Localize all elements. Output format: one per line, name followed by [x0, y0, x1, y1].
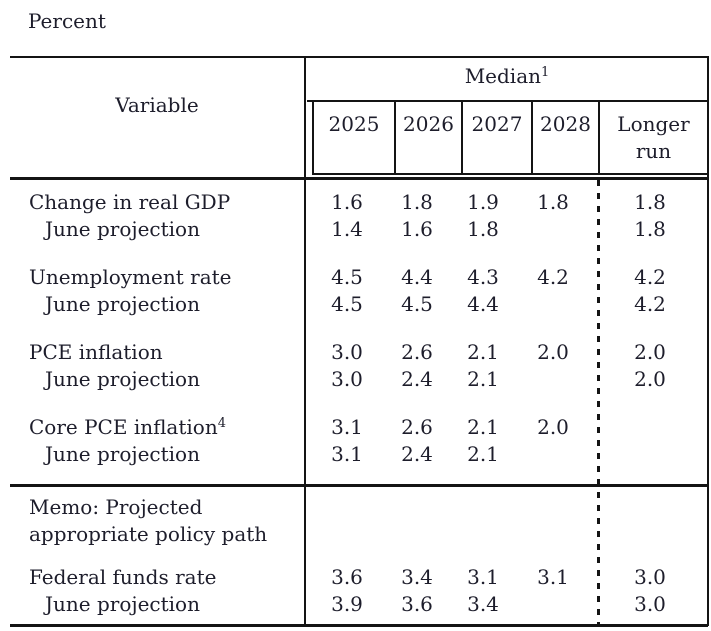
year-divider-2025-2026	[394, 100, 396, 175]
cell-2028: 2.0	[537, 340, 569, 364]
variable-column-divider	[304, 56, 306, 626]
year-divider-2028-longer-run	[598, 100, 600, 175]
year-divider-2027-2028	[531, 100, 533, 175]
cell-longer-run: 3.0	[634, 592, 666, 616]
median-header-label: Median	[464, 64, 542, 88]
cell-2026: 1.8	[401, 190, 433, 214]
table-top-border	[10, 56, 708, 58]
cell-longer-run: 4.2	[634, 265, 666, 289]
median-superscript: 1	[541, 65, 550, 80]
cell-2025: 4.5	[331, 265, 363, 289]
cell-2027: 4.3	[467, 265, 499, 289]
cell-2027: 3.1	[467, 565, 499, 589]
table-row-federal-funds-rate: Federal funds rate 3.6 3.4 3.1 3.1 3.0	[10, 564, 708, 591]
year-header-2026: 2026	[403, 112, 454, 136]
year-header-2027: 2027	[471, 112, 523, 136]
longer-run-line1: Longer	[617, 112, 690, 136]
row-label: June projection	[45, 217, 200, 241]
memo-line-2: appropriate policy path	[29, 522, 268, 546]
cell-2027: 2.1	[467, 340, 499, 364]
table-row-core-pce-june-projection: June projection 3.1 2.4 2.1	[10, 441, 708, 468]
cell-2026: 2.6	[401, 340, 433, 364]
row-label: June projection	[45, 292, 200, 316]
row-label: June projection	[45, 442, 200, 466]
table-row-change-in-real-gdp: Change in real GDP 1.6 1.8 1.9 1.8 1.8	[10, 189, 708, 216]
cell-2027: 3.4	[467, 592, 499, 616]
cell-2026: 2.4	[401, 442, 433, 466]
year-divider-left	[312, 100, 314, 175]
table-row-pce-june-projection: June projection 3.0 2.4 2.1 2.0	[10, 366, 708, 393]
table-row-unemployment-june-projection: June projection 4.5 4.5 4.4 4.2	[10, 291, 708, 318]
variable-header: Variable	[115, 93, 199, 117]
core-pce-label: Core PCE inflation	[29, 415, 218, 439]
table-row-core-pce-inflation: Core PCE inflation4 3.1 2.6 2.1 2.0	[10, 414, 708, 441]
table-row-unemployment-rate: Unemployment rate 4.5 4.4 4.3 4.2 4.2	[10, 264, 708, 291]
cell-2026: 2.6	[401, 415, 433, 439]
cell-longer-run: 3.0	[634, 565, 666, 589]
cell-2025: 3.1	[331, 415, 363, 439]
longer-run-line2: run	[635, 139, 672, 163]
table-row-ffr-june-projection: June projection 3.9 3.6 3.4 3.0	[10, 591, 708, 618]
year-boxes-bottom-border	[312, 173, 707, 175]
year-header-2025: 2025	[328, 112, 380, 136]
cell-2025: 1.4	[331, 217, 363, 241]
cell-2025: 3.0	[331, 367, 363, 391]
cell-2026: 3.4	[401, 565, 433, 589]
table-bottom-border	[10, 624, 708, 627]
cell-longer-run: 4.2	[634, 292, 666, 316]
cell-2026: 2.4	[401, 367, 433, 391]
header-bottom-border	[10, 177, 708, 180]
cell-2027: 2.1	[467, 367, 499, 391]
median-underline	[307, 100, 707, 102]
longer-run-dashed-divider	[597, 180, 600, 624]
core-pce-superscript: 4	[217, 416, 226, 431]
cell-2025: 3.6	[331, 565, 363, 589]
cell-2027: 4.4	[467, 292, 499, 316]
cell-2028: 2.0	[537, 415, 569, 439]
table-row-gdp-june-projection: June projection 1.4 1.6 1.8 1.8	[10, 216, 708, 243]
percent-label: Percent	[28, 9, 106, 33]
cell-2025: 1.6	[331, 190, 363, 214]
cell-2027: 2.1	[467, 415, 499, 439]
cell-2025: 3.1	[331, 442, 363, 466]
row-label: Unemployment rate	[29, 265, 232, 289]
table-row-pce-inflation: PCE inflation 3.0 2.6 2.1 2.0 2.0	[10, 339, 708, 366]
row-label: PCE inflation	[29, 340, 163, 364]
cell-2027: 1.9	[467, 190, 499, 214]
cell-2026: 3.6	[401, 592, 433, 616]
cell-2027: 1.8	[467, 217, 499, 241]
cell-2025: 3.9	[331, 592, 363, 616]
cell-2026: 4.4	[401, 265, 433, 289]
cell-2028: 1.8	[537, 190, 569, 214]
row-label: June projection	[45, 367, 200, 391]
cell-2026: 4.5	[401, 292, 433, 316]
median-header: Median1	[307, 63, 707, 90]
cell-longer-run: 1.8	[634, 190, 666, 214]
table-right-border	[707, 56, 709, 626]
row-label: Federal funds rate	[29, 565, 217, 589]
year-header-2028: 2028	[540, 112, 591, 136]
longer-run-header: Longer run	[600, 111, 707, 165]
year-divider-2026-2027	[461, 100, 463, 175]
cell-2027: 2.1	[467, 442, 499, 466]
memo-block: Memo: Projected appropriate policy path	[29, 494, 309, 548]
cell-2028: 4.2	[537, 265, 569, 289]
cell-longer-run: 2.0	[634, 367, 666, 391]
cell-2025: 3.0	[331, 340, 363, 364]
cell-2026: 1.6	[401, 217, 433, 241]
memo-line-1: Memo: Projected	[29, 495, 203, 519]
cell-2025: 4.5	[331, 292, 363, 316]
row-label: Change in real GDP	[29, 190, 231, 214]
memo-section-divider	[10, 484, 708, 487]
row-label: June projection	[45, 592, 200, 616]
cell-longer-run: 2.0	[634, 340, 666, 364]
cell-2028: 3.1	[537, 565, 569, 589]
cell-longer-run: 1.8	[634, 217, 666, 241]
row-label: Core PCE inflation4	[29, 414, 226, 441]
